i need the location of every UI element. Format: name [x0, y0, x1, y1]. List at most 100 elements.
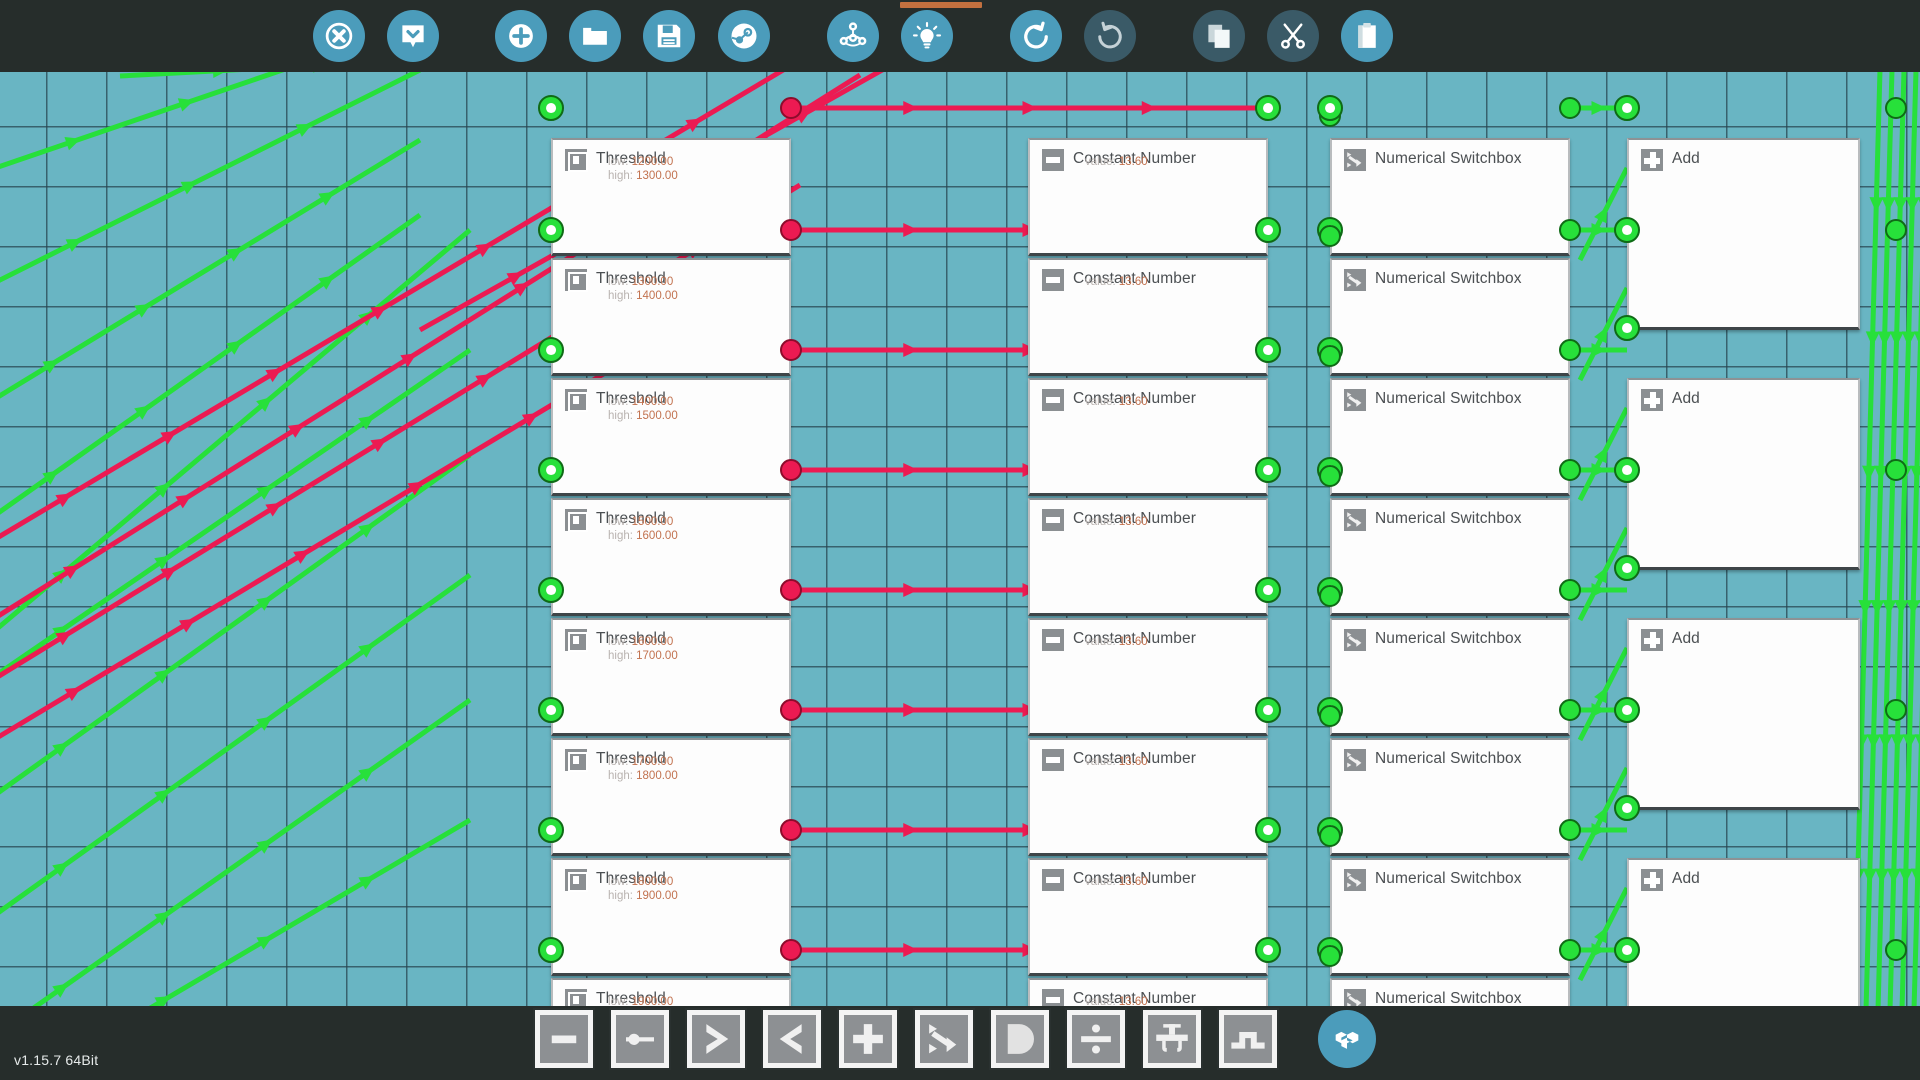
node-add[interactable]: Add — [1627, 858, 1860, 1006]
node-output-port[interactable] — [1255, 577, 1281, 603]
node-output-port[interactable] — [1255, 217, 1281, 243]
node-input-port[interactable] — [538, 95, 564, 121]
node-output-port[interactable] — [780, 579, 802, 601]
node-output-port[interactable] — [1255, 457, 1281, 483]
greater-than-tool[interactable] — [685, 1008, 747, 1070]
copy-icon[interactable] — [1193, 10, 1245, 62]
node-add[interactable]: Add — [1627, 618, 1860, 810]
node-output-port[interactable] — [1559, 339, 1581, 361]
node-constant-number[interactable]: Constant Number value: 13.60 — [1028, 738, 1268, 856]
less-than-tool[interactable] — [761, 1008, 823, 1070]
node-input-port[interactable] — [1614, 217, 1640, 243]
node-threshold[interactable]: Threshold low: 1200.00 high: 1300.00 — [551, 138, 791, 256]
node-output-port[interactable] — [1255, 697, 1281, 723]
node-numerical-switchbox[interactable]: Numerical Switchbox — [1330, 978, 1570, 1006]
node-input-port[interactable] — [1614, 697, 1640, 723]
steam-icon[interactable] — [718, 10, 770, 62]
node-input-port[interactable] — [538, 457, 564, 483]
constant-number-tool[interactable] — [533, 1008, 595, 1070]
node-output-port[interactable] — [1885, 97, 1907, 119]
divide-tool[interactable] — [1065, 1008, 1127, 1070]
node-output-port[interactable] — [1255, 937, 1281, 963]
node-input-port[interactable] — [1319, 945, 1341, 967]
node-output-port[interactable] — [1559, 819, 1581, 841]
node-numerical-switchbox[interactable]: Numerical Switchbox — [1330, 858, 1570, 976]
node-threshold[interactable]: Threshold low: 1300.00 high: 1400.00 — [551, 258, 791, 376]
node-output-port[interactable] — [780, 459, 802, 481]
pulse-tool[interactable] — [1217, 1008, 1279, 1070]
graph-canvas[interactable]: Threshold low: 1200.00 high: 1300.00 Thresh… — [0, 72, 1920, 1006]
node-input-port[interactable] — [1319, 705, 1341, 727]
node-output-port[interactable] — [1559, 97, 1581, 119]
node-numerical-switchbox[interactable]: Numerical Switchbox — [1330, 378, 1570, 496]
add-tool[interactable] — [837, 1008, 899, 1070]
node-threshold[interactable]: Threshold low: 1500.00 high: 1600.00 — [551, 498, 791, 616]
node-constant-number[interactable]: Constant Number value: 13.60 — [1028, 978, 1268, 1006]
node-input-port[interactable] — [538, 697, 564, 723]
node-output-port[interactable] — [1885, 939, 1907, 961]
node-output-port[interactable] — [780, 819, 802, 841]
node-output-port[interactable] — [1559, 459, 1581, 481]
node-input-port[interactable] — [538, 577, 564, 603]
node-input-port[interactable] — [1319, 585, 1341, 607]
buffer-gate-tool[interactable] — [989, 1008, 1051, 1070]
open-folder-icon[interactable] — [569, 10, 621, 62]
node-output-port[interactable] — [1885, 459, 1907, 481]
node-constant-number[interactable]: Constant Number value: 13.60 — [1028, 618, 1268, 736]
node-constant-number[interactable]: Constant Number value: 13.60 — [1028, 138, 1268, 256]
node-input-port[interactable] — [1614, 795, 1640, 821]
node-input-port[interactable] — [1614, 315, 1640, 341]
node-input-port[interactable] — [1317, 95, 1343, 121]
node-numerical-switchbox[interactable]: Numerical Switchbox — [1330, 618, 1570, 736]
undo-icon[interactable] — [1010, 10, 1062, 62]
node-output-port[interactable] — [1559, 219, 1581, 241]
node-output-port[interactable] — [1885, 219, 1907, 241]
collapse-icon[interactable] — [387, 10, 439, 62]
node-input-port[interactable] — [538, 337, 564, 363]
node-input-port[interactable] — [538, 817, 564, 843]
lightbulb-icon[interactable] — [901, 10, 953, 62]
node-input-port[interactable] — [1319, 825, 1341, 847]
node-input-port[interactable] — [1319, 345, 1341, 367]
node-output-port[interactable] — [1255, 95, 1281, 121]
node-add[interactable]: Add — [1627, 138, 1860, 330]
node-output-port[interactable] — [1559, 939, 1581, 961]
node-output-port[interactable] — [1255, 817, 1281, 843]
paste-icon[interactable] — [1341, 10, 1393, 62]
node-threshold[interactable]: Threshold low: 1400.00 high: 1500.00 — [551, 378, 791, 496]
node-output-port[interactable] — [1559, 579, 1581, 601]
node-threshold[interactable]: Threshold low: 1700.00 high: 1800.00 — [551, 738, 791, 856]
node-numerical-switchbox[interactable]: Numerical Switchbox — [1330, 498, 1570, 616]
node-output-port[interactable] — [780, 97, 802, 119]
node-input-port[interactable] — [1614, 937, 1640, 963]
close-icon[interactable] — [313, 10, 365, 62]
junction-tool[interactable] — [1141, 1008, 1203, 1070]
node-graph-icon[interactable] — [827, 10, 879, 62]
node-add[interactable]: Add — [1627, 378, 1860, 570]
node-output-port[interactable] — [780, 699, 802, 721]
node-input-port[interactable] — [1614, 457, 1640, 483]
node-threshold[interactable]: Threshold low: 1600.00 high: 1700.00 — [551, 618, 791, 736]
node-input-port[interactable] — [1319, 465, 1341, 487]
node-output-port[interactable] — [1255, 337, 1281, 363]
node-constant-number[interactable]: Constant Number value: 13.60 — [1028, 498, 1268, 616]
node-numerical-switchbox[interactable]: Numerical Switchbox — [1330, 258, 1570, 376]
node-input-port[interactable] — [538, 217, 564, 243]
node-numerical-switchbox[interactable]: Numerical Switchbox — [1330, 738, 1570, 856]
save-icon[interactable] — [643, 10, 695, 62]
node-constant-number[interactable]: Constant Number value: 13.60 — [1028, 858, 1268, 976]
node-input-port[interactable] — [1614, 95, 1640, 121]
node-constant-number[interactable]: Constant Number value: 13.60 — [1028, 378, 1268, 496]
node-output-port[interactable] — [1559, 699, 1581, 721]
node-output-port[interactable] — [780, 219, 802, 241]
node-threshold[interactable]: Threshold low: 1800.00 high: 1900.00 — [551, 858, 791, 976]
node-input-port[interactable] — [538, 937, 564, 963]
node-output-port[interactable] — [780, 939, 802, 961]
cut-icon[interactable] — [1267, 10, 1319, 62]
node-output-port[interactable] — [780, 339, 802, 361]
redo-icon[interactable] — [1084, 10, 1136, 62]
node-input-port[interactable] — [1614, 555, 1640, 581]
numerical-switchbox-tool[interactable] — [913, 1008, 975, 1070]
component-library-button[interactable] — [1318, 1010, 1376, 1068]
